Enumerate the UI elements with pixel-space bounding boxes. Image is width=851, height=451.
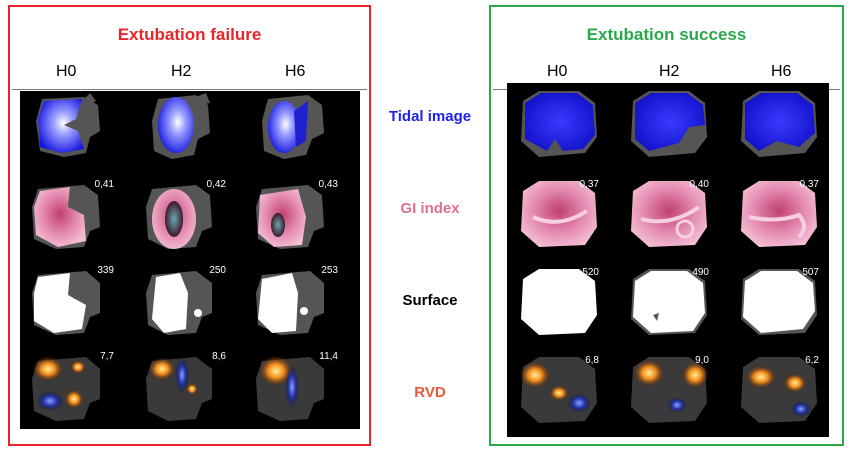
tidal-image-h2 [136,91,244,171]
row-label-gi-index: GI index [400,200,460,217]
rvd-image-h0: 6,8 [509,353,617,433]
gi-image-h6: 0,37 [729,177,837,257]
tidal-image-h0 [509,87,617,167]
hour-label-h6: H6 [285,63,306,80]
panel-title: Extubation failure [117,25,262,44]
gi-image-h0: 0,37 [509,177,617,257]
surface-image-h2: 490 [619,265,727,345]
rvd-value-h2: 8,6 [212,351,226,362]
hour-label-h2: H2 [659,63,680,80]
gi-image-h2: 0,42 [136,177,244,257]
gi-image-h6: 0,43 [248,177,356,257]
rvd-image-h6: 11,4 [248,349,356,429]
rvd-image-h6: 6,2 [729,353,837,433]
row-label-surface: Surface [402,292,458,309]
gi-value-h0: 0,37 [579,179,599,190]
rvd-value-h6: 11,4 [319,351,338,362]
image-grid: 0,41 0,42 0,43 339 250 253 [20,91,360,429]
image-grid: 0,37 0,40 0,37 520 490 507 [507,83,829,437]
surface-image-h6: 507 [729,265,837,345]
gi-value-h2: 0,42 [206,179,226,190]
rvd-value-h0: 6,8 [585,355,599,366]
panel-title: Extubation success [586,25,747,44]
rvd-value-h0: 7,7 [100,351,114,362]
gi-value-h6: 0,43 [318,179,338,190]
row-label-tidal-image: Tidal image [388,108,472,125]
tidal-image-h2 [619,87,727,167]
extubation-success-panel: Extubation success H0 H2 H6 0,37 0,40 [489,5,844,446]
hour-label-h0: H0 [547,63,568,80]
gi-image-h2: 0,40 [619,177,727,257]
hour-label-h6: H6 [771,63,792,80]
header-divider [12,89,367,90]
surface-value-h6: 507 [802,267,819,278]
surface-value-h6: 253 [321,265,338,276]
tidal-image-h6 [729,87,837,167]
rvd-value-h2: 9,0 [695,355,709,366]
rvd-image-h2: 8,6 [136,349,244,429]
rvd-value-h6: 6,2 [805,355,819,366]
row-label-rvd: RVD [414,384,446,401]
extubation-failure-panel: Extubation failure H0 H2 H6 0,41 [8,5,371,446]
gi-value-h2: 0,40 [689,179,709,190]
gi-value-h6: 0,37 [799,179,819,190]
hour-label-h0: H0 [56,63,77,80]
tidal-image-h6 [248,91,356,171]
gi-value-h0: 0,41 [94,179,114,190]
tidal-image-h0 [24,91,132,171]
surface-value-h2: 490 [692,267,709,278]
surface-image-h0: 339 [24,263,132,343]
rvd-image-h2: 9,0 [619,353,727,433]
rvd-image-h0: 7,7 [24,349,132,429]
surface-image-h2: 250 [136,263,244,343]
surface-image-h6: 253 [248,263,356,343]
surface-value-h0: 520 [582,267,599,278]
surface-value-h0: 339 [97,265,114,276]
hour-label-h2: H2 [171,63,192,80]
surface-value-h2: 250 [209,265,226,276]
gi-image-h0: 0,41 [24,177,132,257]
surface-image-h0: 520 [509,265,617,345]
